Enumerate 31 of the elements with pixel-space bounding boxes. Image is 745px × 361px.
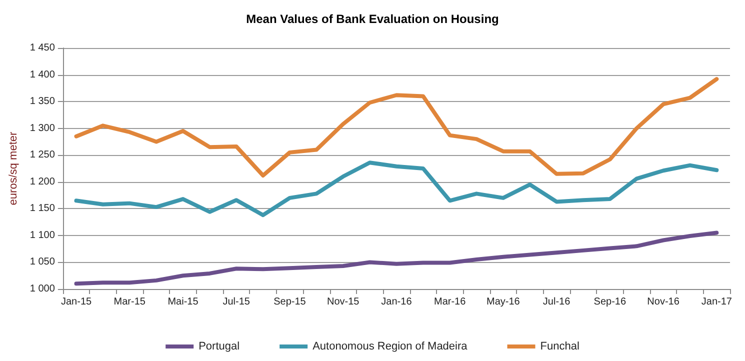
y-tick-label: 1 000 xyxy=(30,284,56,294)
x-tick-label: Mar-15 xyxy=(114,296,146,308)
line-series xyxy=(74,77,719,178)
y-tick-label: 1 100 xyxy=(30,230,56,241)
x-tick-label: Mar-16 xyxy=(434,296,466,308)
line-series xyxy=(74,160,719,218)
y-tick-label: 1 250 xyxy=(30,150,56,161)
x-tick-label: May-16 xyxy=(486,296,520,308)
x-tick-label: Sep-15 xyxy=(274,296,306,308)
line-series xyxy=(74,230,719,286)
x-tick-label: Jul-15 xyxy=(222,296,250,308)
x-tick-label: Mai-15 xyxy=(168,296,199,308)
x-tick-label: Nov-16 xyxy=(647,296,680,308)
y-tick-label: 1 200 xyxy=(30,176,56,188)
legend-label: Funchal xyxy=(540,340,580,352)
y-tick-label: 1 400 xyxy=(30,69,56,80)
x-tick-label: Jul-16 xyxy=(542,296,571,308)
y-axis-title: euros/sq meter xyxy=(8,131,20,206)
x-tick-label: Jan-17 xyxy=(701,296,732,308)
legend-label: Portugal xyxy=(198,340,240,352)
chart-title: Mean Values of Bank Evaluation on Housing xyxy=(246,12,499,26)
x-tick-label: Jan-15 xyxy=(60,296,92,308)
y-tick-label: 1 050 xyxy=(30,256,56,268)
x-tick-label: Nov-15 xyxy=(326,296,360,308)
y-tick-label: 1 150 xyxy=(30,203,56,214)
x-tick-label: Jan-16 xyxy=(381,296,412,308)
y-tick-label: 1 350 xyxy=(30,96,56,108)
y-tick-label: 1 300 xyxy=(30,122,56,134)
y-tick-label: 1 450 xyxy=(30,42,56,54)
x-tick-label: Sep-16 xyxy=(594,296,626,308)
legend-label: Autonomous Region of Madeira xyxy=(312,340,468,352)
